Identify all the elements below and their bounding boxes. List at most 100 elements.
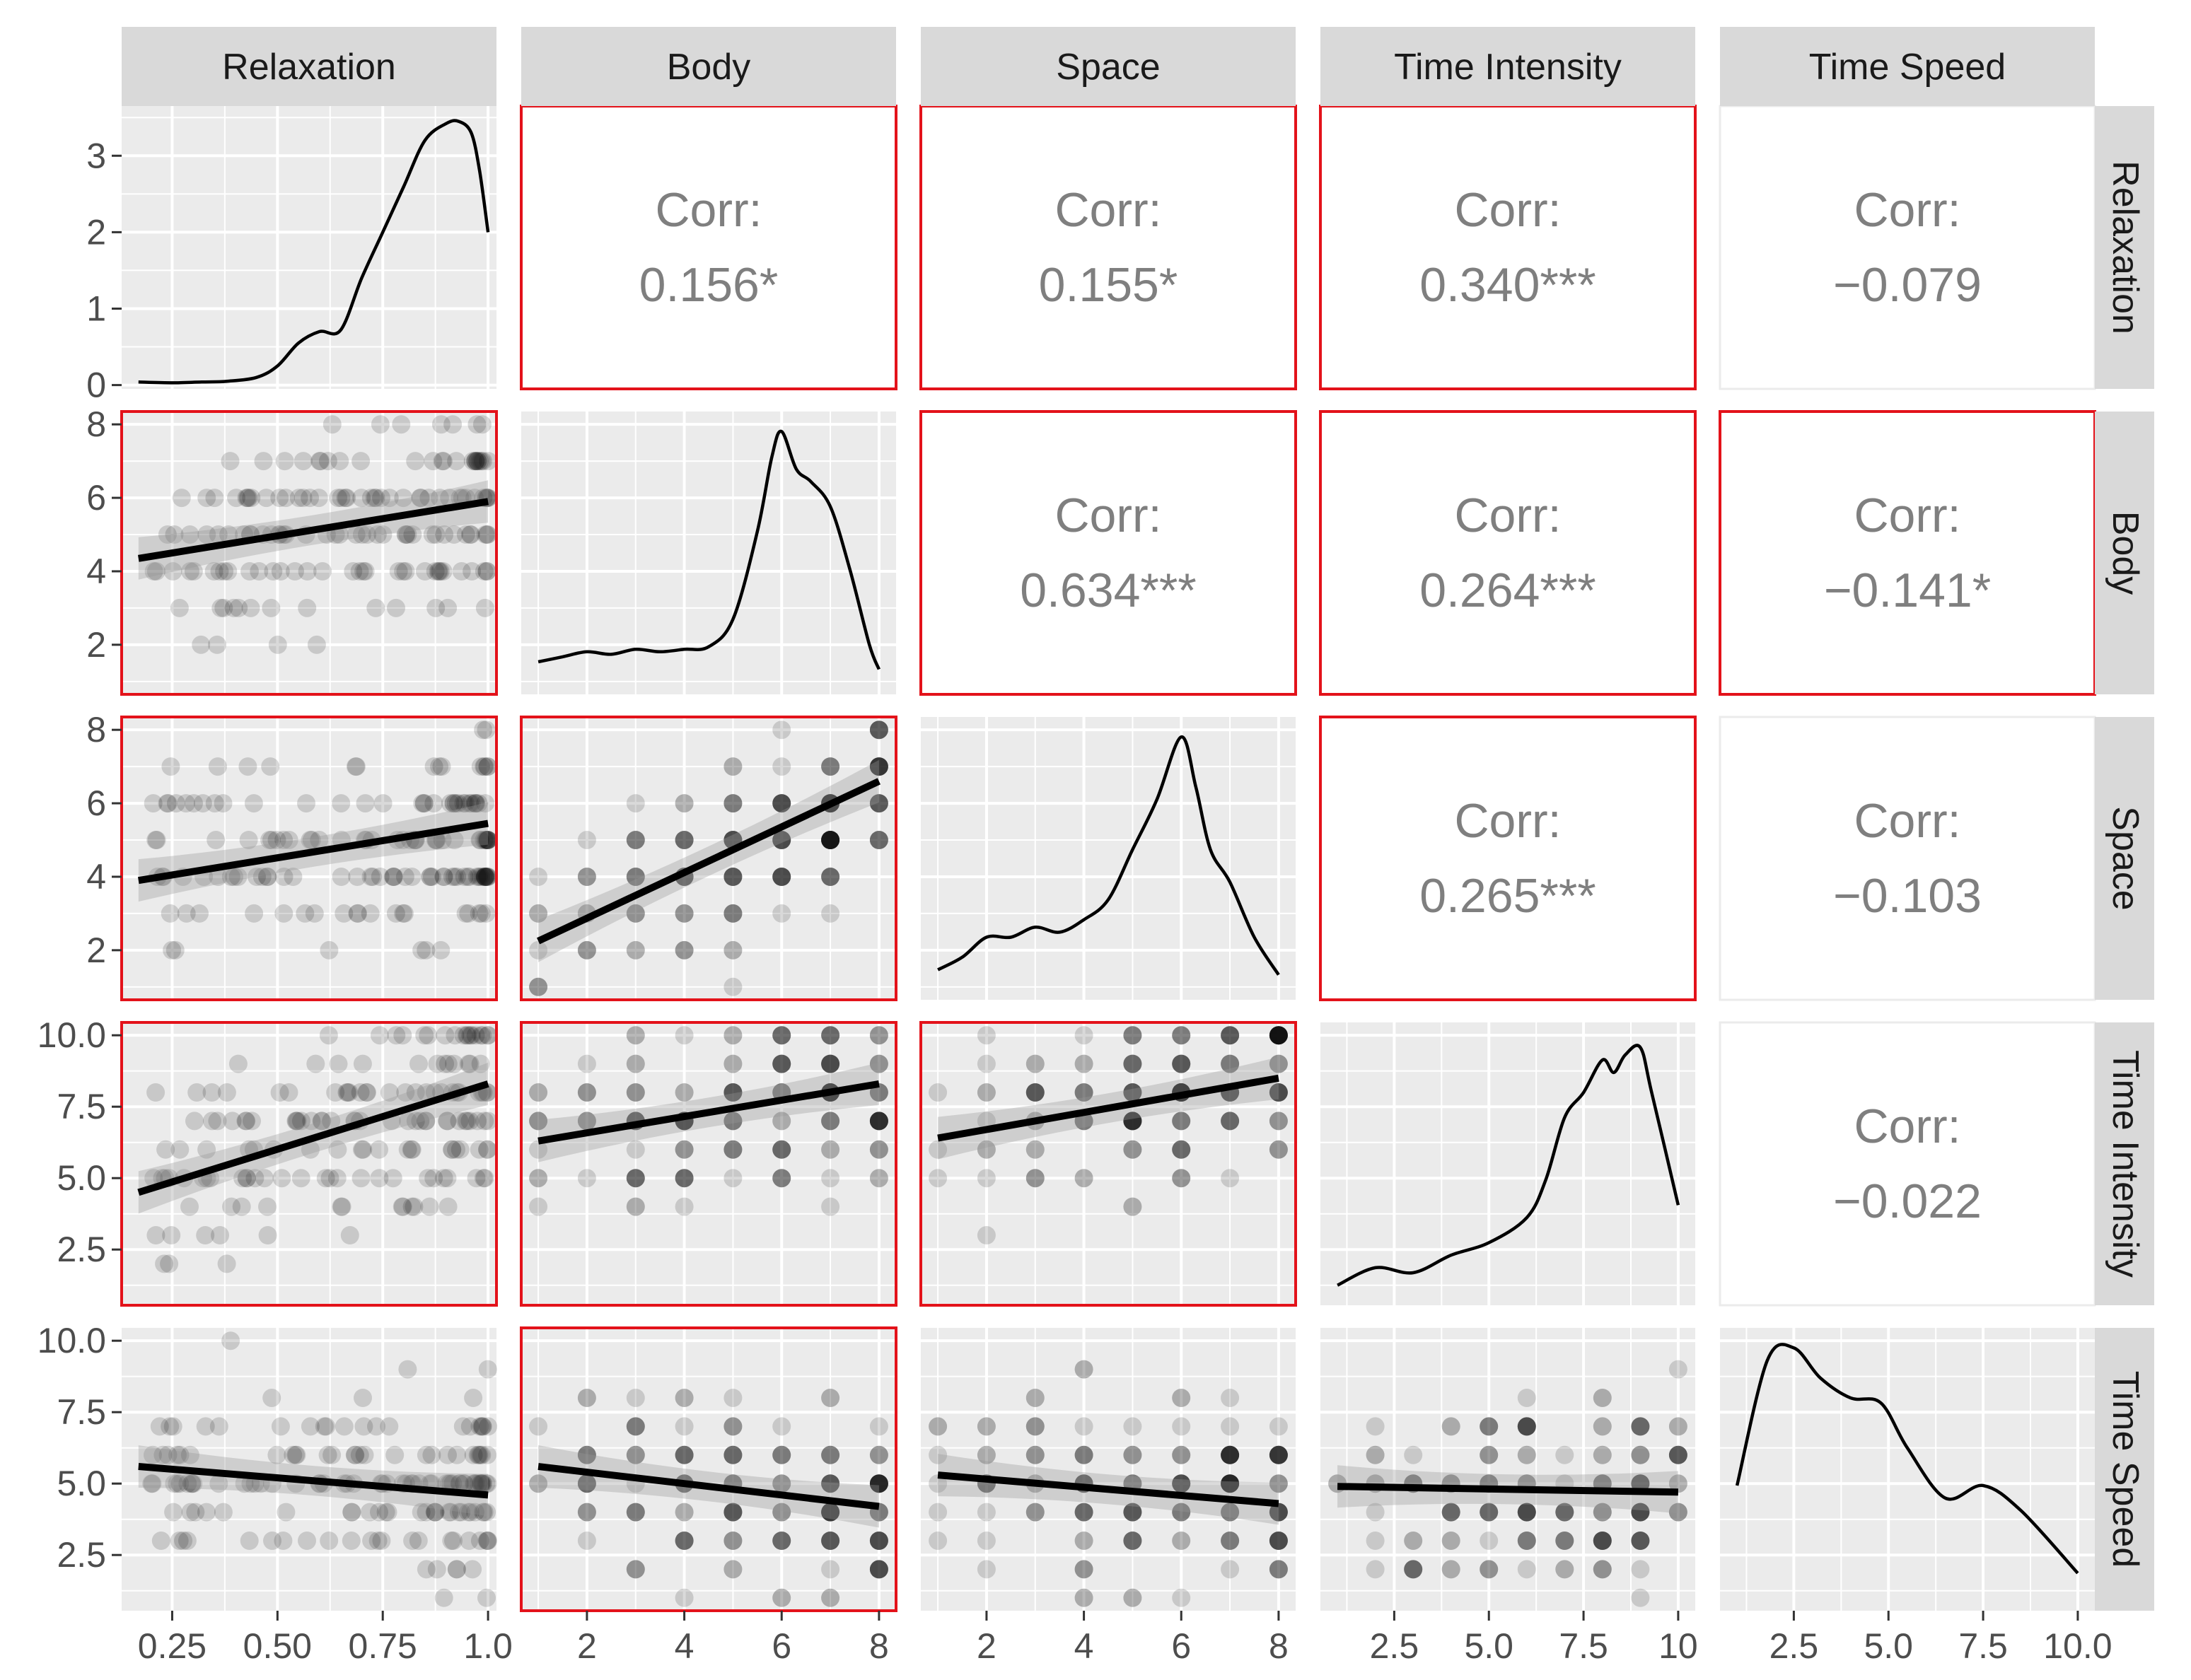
scatter-point [205, 794, 224, 813]
scatter-point [1631, 1445, 1650, 1464]
scatter-point [1172, 1140, 1191, 1159]
scatter-point [361, 904, 380, 923]
scatter-point [296, 904, 315, 923]
scatter-point [478, 525, 497, 544]
scatter-point [772, 1140, 791, 1159]
scatter-point [477, 868, 496, 886]
scatter-point [1172, 1474, 1191, 1493]
scatter-point [626, 1417, 645, 1436]
scatter-point [1668, 1503, 1687, 1522]
right-strip-background [2095, 1022, 2154, 1305]
scatter-point [821, 1054, 840, 1073]
scatter-point [287, 1445, 306, 1464]
scatter-point [977, 1026, 996, 1045]
scatter-point [1172, 1054, 1191, 1073]
panel-time-speed-vs-time-speed [1720, 1328, 2095, 1611]
top-strip-label: Relaxation [222, 47, 396, 88]
scatter-point [474, 1474, 493, 1493]
scatter-point [1074, 1360, 1093, 1379]
scatter-point [225, 868, 243, 886]
scatter-point [577, 868, 596, 886]
scatter-point [626, 1026, 645, 1045]
scatter-point [1555, 1503, 1574, 1522]
scatter-point [869, 1112, 888, 1131]
scatter-point [1221, 1503, 1240, 1522]
regression-line [138, 1463, 489, 1499]
scatter-point [438, 598, 458, 617]
scatter-point [1025, 1169, 1045, 1188]
scatter-point [772, 794, 791, 813]
scatter-point [1480, 1560, 1499, 1579]
scatter-point [821, 1532, 840, 1550]
scatter-point [425, 1503, 444, 1522]
panel-body-vs-time-speed: Corr:−0.141* [1719, 410, 2096, 696]
scatter-point [438, 1054, 458, 1073]
y-tick-label: 10.0 [37, 1015, 106, 1055]
correlation-panel-frame [1719, 716, 2096, 1001]
scatter-point [869, 1532, 888, 1550]
scatter-point [365, 489, 384, 508]
scatter-point [1123, 1445, 1142, 1464]
scatter-point [455, 868, 474, 886]
scatter-point [475, 868, 494, 886]
scatter-point [471, 757, 490, 776]
scatter-point [772, 1026, 791, 1045]
scatter-point [869, 1140, 888, 1159]
correlation-panel-frame [1319, 410, 1697, 696]
scatter-point [869, 757, 888, 776]
panel-relaxation-vs-time-intensity: Corr:0.340*** [1319, 105, 1697, 390]
scatter-point [1631, 1532, 1650, 1550]
scatter-point [274, 868, 294, 886]
right-strip-label: Time Speed [2105, 1371, 2146, 1568]
scatter-point [772, 1417, 791, 1436]
scatter-point [577, 1503, 596, 1522]
scatter-point [478, 831, 497, 849]
scatter-point [723, 794, 743, 813]
scatter-point [529, 1169, 548, 1188]
scatter-point [869, 757, 888, 776]
correlation-label: Corr: [1854, 794, 1960, 848]
scatter-point [869, 1112, 888, 1131]
scatter-point [977, 1140, 996, 1159]
scatter-point [229, 598, 248, 617]
scatter-point [723, 1083, 743, 1102]
scatter-point [772, 1140, 791, 1159]
scatter-point [342, 1503, 361, 1522]
panel-time-speed-vs-time-intensity [1320, 1328, 1695, 1611]
scatter-point [348, 868, 367, 886]
scatter-point [1269, 1474, 1288, 1493]
panel-time-speed-vs-relaxation [122, 1328, 498, 1611]
scatter-point [1123, 1112, 1142, 1131]
scatter-point [1480, 1560, 1499, 1579]
scatter-point [977, 1169, 996, 1188]
scatter-point [1221, 1445, 1240, 1464]
scatter-point [326, 1083, 345, 1102]
panel-relaxation-vs-space: Corr:0.155* [919, 105, 1297, 390]
density-curve [138, 119, 490, 385]
scatter-point [445, 1054, 463, 1073]
scatter-point [869, 721, 888, 740]
x-tick-label: 5.0 [1464, 1626, 1513, 1666]
scatter-point [821, 1474, 840, 1493]
scatter-point [1668, 1503, 1687, 1522]
scatter-point [723, 1083, 743, 1102]
scatter-point [821, 1503, 840, 1522]
scatter-point [723, 1445, 743, 1464]
scatter-point [1404, 1445, 1423, 1464]
scatter-point [472, 1445, 492, 1464]
scatter-point [1269, 1445, 1288, 1464]
scatter-point [155, 1254, 174, 1273]
scatter-point [319, 1026, 338, 1045]
scatter-point [1269, 1026, 1288, 1045]
scatter-point [1221, 1532, 1240, 1550]
scatter-point [772, 1503, 791, 1522]
scatter-point [1366, 1445, 1385, 1464]
scatter-point [1123, 1112, 1142, 1131]
scatter-point [772, 1532, 791, 1550]
scatter-point [977, 1417, 996, 1436]
scatter-point [577, 1474, 596, 1493]
scatter-point [398, 525, 417, 544]
scatter-point [869, 1112, 888, 1131]
scatter-point [190, 904, 209, 923]
scatter-point [869, 1169, 888, 1188]
